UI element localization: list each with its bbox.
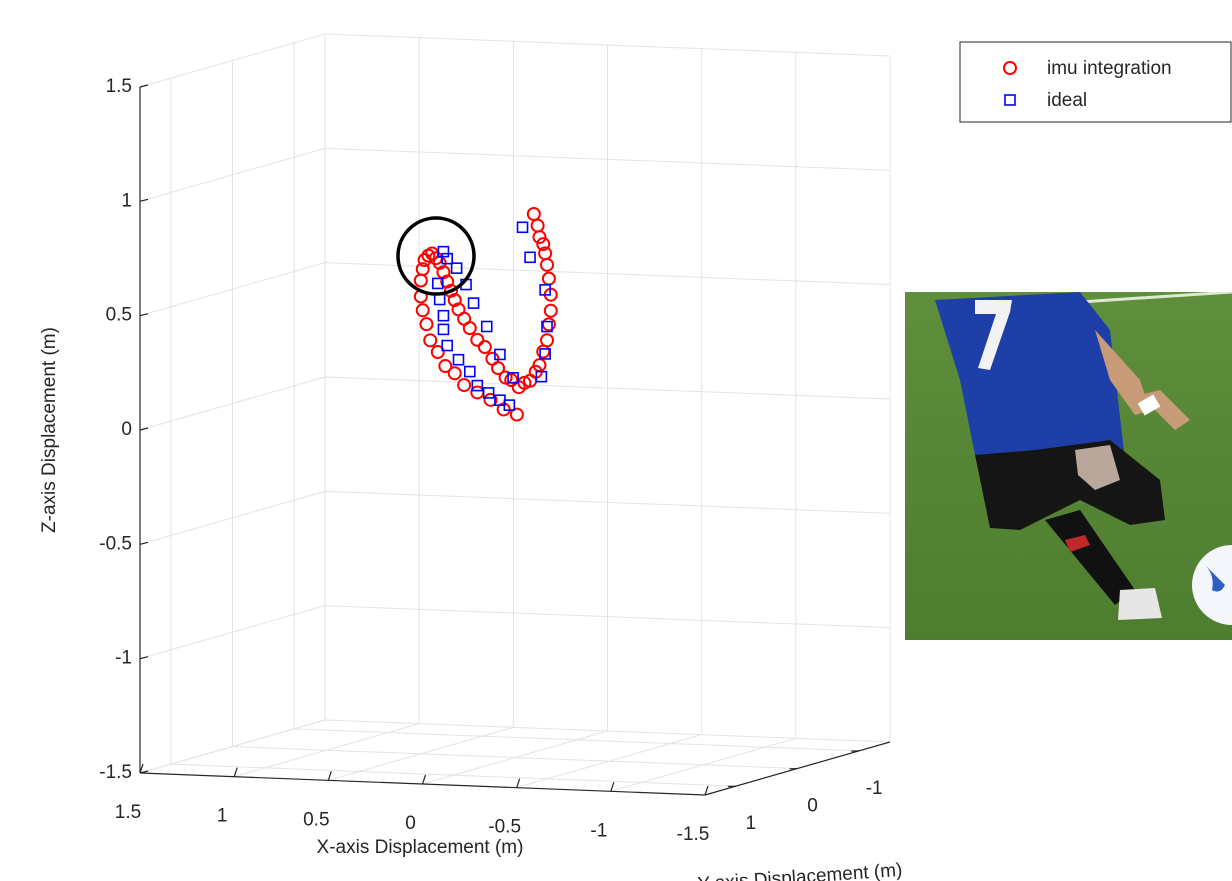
- axes: 1.5 1 0.5 0 -0.5 -1 -1.5 1.5 1 0.5 0 -0.5 -1 -1.5 1 0 -1: [99, 76, 890, 845]
- marker: [465, 367, 475, 377]
- legend-box: [960, 42, 1231, 122]
- marker: [415, 274, 427, 286]
- z-tick-label: 0: [121, 419, 132, 440]
- marker: [469, 298, 479, 308]
- chart: 1.5 1 0.5 0 -0.5 -1 -1.5 1.5 1 0.5 0 -0.5 -1 -1.5 1 0 -1…: [0, 0, 1232, 881]
- z-tick: [140, 428, 148, 430]
- marker: [435, 295, 445, 305]
- z-tick: [140, 85, 148, 87]
- z-tick-label: 0.5: [106, 305, 132, 326]
- marker: [438, 311, 448, 321]
- x-tick: [517, 779, 520, 788]
- marker: [518, 222, 528, 232]
- x-tick: [328, 771, 331, 780]
- x-tick-label: -1.5: [677, 824, 710, 845]
- photo: [905, 292, 1232, 640]
- marker: [541, 334, 553, 346]
- marker: [471, 334, 483, 346]
- marker: [543, 318, 555, 330]
- grid: [140, 34, 890, 795]
- marker: [543, 273, 555, 285]
- x-tick-label: 1.5: [115, 802, 141, 823]
- plot-area: [415, 208, 557, 421]
- y-tick-label: 0: [807, 796, 818, 817]
- marker: [424, 334, 436, 346]
- x-axis-label: X-axis Displacement (m): [317, 837, 524, 858]
- grid-line: [171, 764, 736, 786]
- marker: [439, 360, 451, 372]
- z-tick: [140, 657, 148, 659]
- legend-label: ideal: [1047, 90, 1087, 111]
- x-tick: [234, 768, 237, 777]
- x-tick-label: 1: [217, 806, 228, 827]
- marker: [479, 341, 491, 353]
- marker: [464, 322, 476, 334]
- z-tick-label: 1: [121, 190, 132, 211]
- marker: [533, 231, 545, 243]
- z-tick: [140, 199, 148, 201]
- highlight-circle: [398, 218, 474, 294]
- z-tick: [140, 542, 148, 544]
- marker: [420, 318, 432, 330]
- z-tick-label: -0.5: [99, 533, 132, 554]
- marker: [537, 346, 549, 358]
- x-tick: [611, 782, 614, 791]
- grid-line: [294, 729, 859, 751]
- x-tick-label: 0: [405, 813, 416, 834]
- marker: [417, 304, 429, 316]
- z-tick-label: -1.5: [99, 762, 132, 783]
- x-tick-label: -1: [590, 820, 607, 841]
- y-tick-label: 1: [746, 813, 757, 834]
- z-tick: [140, 314, 148, 316]
- z-tick-label: -1: [115, 648, 132, 669]
- marker: [545, 305, 557, 317]
- marker: [528, 208, 540, 220]
- legend: imu integration ideal: [960, 42, 1231, 122]
- z-tick-label: 1.5: [106, 76, 132, 97]
- grid-line: [233, 747, 798, 769]
- marker: [454, 355, 464, 365]
- marker: [458, 379, 470, 391]
- marker: [482, 322, 492, 332]
- legend-label: imu integration: [1047, 58, 1172, 79]
- x-tick-label: -0.5: [488, 817, 521, 838]
- x-tick-label: 0.5: [303, 809, 329, 830]
- x-tick: [423, 775, 426, 784]
- y-axis-label: Y-axis Displacement (m): [697, 860, 903, 881]
- marker: [438, 324, 448, 334]
- marker: [541, 259, 553, 271]
- marker: [532, 220, 544, 232]
- marker: [525, 252, 535, 262]
- y-tick-label: -1: [866, 778, 883, 799]
- z-axis-label: Z-axis Displacement (m): [39, 327, 60, 533]
